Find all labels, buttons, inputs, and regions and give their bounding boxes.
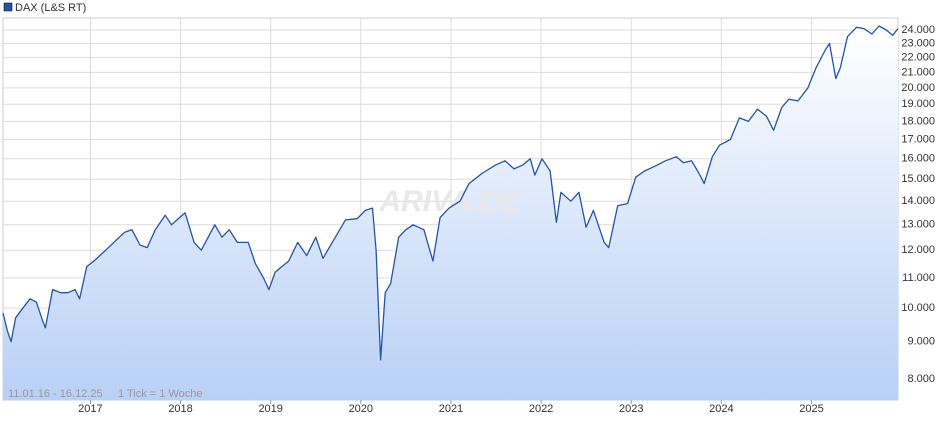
y-tick-label: 20.000 (901, 82, 935, 94)
x-tick-label: 2024 (709, 403, 733, 415)
line-layer (2, 25, 899, 361)
y-tick-label: 22.000 (901, 52, 935, 64)
legend-swatch (3, 2, 13, 12)
y-tick-label: 15.000 (901, 173, 935, 185)
x-tick-label: 2025 (799, 403, 823, 415)
y-tick-label: 9.000 (907, 336, 935, 348)
y-tick-label: 10.000 (901, 302, 935, 314)
y-tick-label: 21.000 (901, 66, 935, 78)
x-tick-label: 2020 (349, 403, 373, 415)
y-tick-label: 24.000 (901, 24, 935, 36)
x-tick-label: 2021 (439, 403, 463, 415)
annotation: 1 Tick = 1 Woche (118, 388, 202, 400)
y-tick-label: 11.000 (902, 272, 935, 284)
y-tick-label: 16.000 (901, 153, 935, 165)
watermark: ARIVA.DE (378, 185, 521, 218)
y-tick-label: 23.000 (901, 37, 935, 49)
area (3, 26, 898, 400)
line (2, 25, 899, 361)
y-tick-label: 13.000 (901, 219, 935, 231)
y-tick-label: 14.000 (901, 195, 935, 207)
y-tick-label: 8.000 (907, 373, 935, 385)
x-tick-label: 2018 (168, 403, 192, 415)
x-tick-label: 2019 (258, 403, 282, 415)
y-tick-label: 17.000 (901, 133, 935, 145)
y-tick-label: 19.000 (901, 98, 935, 110)
x-tick-label: 2023 (619, 403, 643, 415)
legend-label: DAX (L&S RT) (15, 2, 86, 14)
x-tick-label: 2022 (529, 403, 553, 415)
y-tick-label: 12.000 (901, 244, 935, 256)
y-tick-label: 18.000 (901, 115, 935, 127)
x-tick-label: 2017 (78, 403, 102, 415)
annotation: 11.01.16 - 16.12.25 (8, 388, 103, 400)
area-layer (3, 26, 898, 400)
